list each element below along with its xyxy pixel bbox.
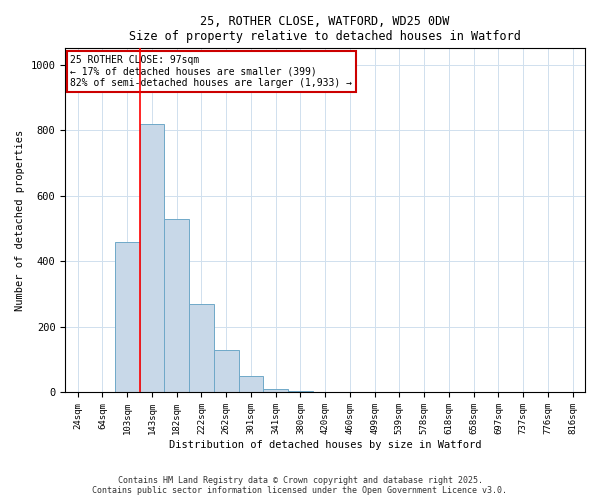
Bar [115, 242, 140, 392]
Bar [140, 124, 164, 392]
Bar [239, 376, 263, 392]
Title: 25, ROTHER CLOSE, WATFORD, WD25 0DW
Size of property relative to detached houses: 25, ROTHER CLOSE, WATFORD, WD25 0DW Size… [129, 15, 521, 43]
Bar [263, 389, 288, 392]
Y-axis label: Number of detached properties: Number of detached properties [15, 130, 25, 311]
X-axis label: Distribution of detached houses by size in Watford: Distribution of detached houses by size … [169, 440, 481, 450]
Bar [214, 350, 239, 393]
Text: 25 ROTHER CLOSE: 97sqm
← 17% of detached houses are smaller (399)
82% of semi-de: 25 ROTHER CLOSE: 97sqm ← 17% of detached… [70, 55, 352, 88]
Text: Contains HM Land Registry data © Crown copyright and database right 2025.
Contai: Contains HM Land Registry data © Crown c… [92, 476, 508, 495]
Bar [164, 219, 189, 392]
Bar [189, 304, 214, 392]
